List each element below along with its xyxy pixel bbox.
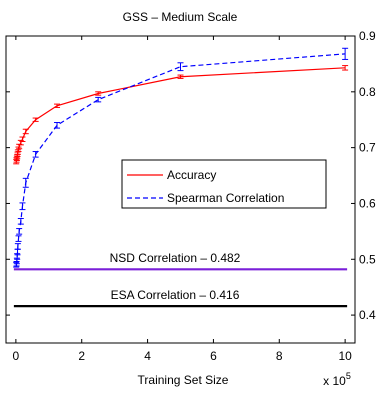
legend-accuracy-label: Accuracy <box>167 168 216 182</box>
errorbar-spearman <box>22 177 29 188</box>
esa-annotation: ESA Correlation – 0.416 <box>111 288 240 302</box>
x-tick-label: 8 <box>276 349 283 363</box>
errorbar-spearman <box>342 47 349 60</box>
legend: Accuracy Spearman Correlation <box>121 159 327 209</box>
errorbar-spearman <box>95 96 102 103</box>
series-layer <box>13 47 349 268</box>
errorbar-accuracy <box>177 74 184 79</box>
x-tick-label: 2 <box>78 349 85 363</box>
legend-box <box>121 159 327 209</box>
errorbar-accuracy <box>32 117 39 122</box>
errorbar-accuracy <box>95 91 102 96</box>
x-tick-label: 0 <box>13 349 20 363</box>
reference-lines <box>13 268 348 308</box>
errorbar-accuracy <box>22 128 29 135</box>
x-tick-label: 10 <box>338 349 352 363</box>
nsd-annotation: NSD Correlation – 0.482 <box>110 251 241 265</box>
series-accuracy <box>13 65 349 165</box>
errorbar-spearman <box>14 243 21 250</box>
errorbar-spearman <box>177 62 184 72</box>
y-tick-label: 0.8 <box>359 85 376 99</box>
series-spearman <box>13 47 349 268</box>
errorbar-spearman <box>32 151 39 158</box>
errorbar-accuracy <box>19 136 26 142</box>
x-axis-multiplier-base: x 10 <box>323 374 346 388</box>
x-tick-label: 4 <box>144 349 151 363</box>
plot-frame <box>5 35 356 344</box>
y-tick-label: 0.7 <box>359 141 376 155</box>
errorbar-accuracy <box>54 103 61 108</box>
errorbar-spearman <box>15 235 22 242</box>
errorbar-spearman <box>17 218 24 225</box>
errorbar-accuracy <box>342 65 349 71</box>
legend-spearman-label: Spearman Correlation <box>167 191 284 205</box>
errorbar-spearman <box>19 202 26 211</box>
errorbar-spearman <box>16 228 23 235</box>
y-tick-label: 0.6 <box>359 196 376 210</box>
errorbar-accuracy <box>15 146 22 153</box>
errorbar-spearman <box>54 122 61 129</box>
x-axis-title: Training Set Size <box>138 373 229 387</box>
chart-title: GSS – Medium Scale <box>123 10 238 24</box>
y-tick-label: 0.9 <box>359 29 376 43</box>
x-tick-label: 6 <box>210 349 217 363</box>
x-axis-multiplier-exponent: 5 <box>346 371 351 381</box>
y-tick-label: 0.4 <box>359 308 376 322</box>
errorbar-accuracy <box>14 149 21 155</box>
x-axis-multiplier: x 105 <box>323 371 351 388</box>
axis-ticks: 0 2 4 6 8 10 0.4 0.5 0.6 0.7 0.8 0.9 <box>6 29 376 363</box>
y-tick-label: 0.5 <box>359 252 376 266</box>
